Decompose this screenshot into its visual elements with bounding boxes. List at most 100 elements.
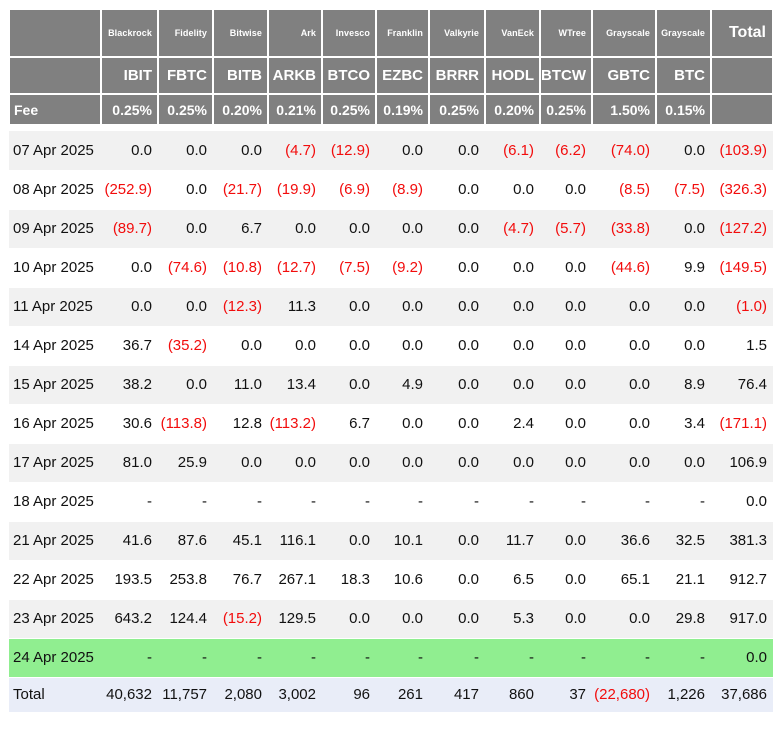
column-total-cell: 37 bbox=[540, 677, 592, 712]
grand-total-cell: 37,686 bbox=[711, 677, 773, 712]
ticker-header: FBTC bbox=[157, 56, 214, 95]
flow-value-cell: 0.0 bbox=[540, 170, 592, 210]
provider-header: Grayscale bbox=[655, 8, 712, 58]
flow-value-cell: 0.0 bbox=[592, 365, 656, 405]
provider-header: Grayscale bbox=[591, 8, 657, 58]
flow-value-cell: 0.0 bbox=[322, 599, 376, 639]
flow-value-cell: 0.0 bbox=[429, 170, 485, 210]
flow-value-cell: 0.0 bbox=[101, 131, 158, 171]
date-cell: 14 Apr 2025 bbox=[9, 326, 101, 366]
flow-value-cell: (44.6) bbox=[592, 248, 656, 288]
flow-value-cell: - bbox=[429, 482, 485, 522]
flow-value-cell: - bbox=[213, 638, 268, 678]
table-row: 16 Apr 2025 30.6 (113.8) 12.8 (113.2) 6.7 0.0 0… bbox=[9, 404, 773, 444]
row-total-cell: (171.1) bbox=[711, 404, 773, 444]
ticker-header: BTC bbox=[655, 56, 712, 95]
flow-value-cell: (7.5) bbox=[322, 248, 376, 288]
flow-value-cell: (113.8) bbox=[158, 404, 213, 444]
flow-value-cell: - bbox=[656, 482, 711, 522]
blank-header-cell bbox=[710, 93, 774, 126]
flow-value-cell: 0.0 bbox=[592, 599, 656, 639]
fee-value: 0.25% bbox=[321, 93, 377, 126]
flow-value-cell: 0.0 bbox=[592, 443, 656, 483]
flow-value-cell: - bbox=[540, 482, 592, 522]
date-cell: 17 Apr 2025 bbox=[9, 443, 101, 483]
flow-value-cell: 124.4 bbox=[158, 599, 213, 639]
table-row: 07 Apr 2025 0.0 0.0 0.0 (4.7) (12.9) 0.0 0.0 (6.… bbox=[9, 131, 773, 171]
flow-value-cell: (9.2) bbox=[376, 248, 429, 288]
flow-value-cell: (252.9) bbox=[101, 170, 158, 210]
flow-value-cell: (89.7) bbox=[101, 209, 158, 249]
flow-value-cell: (6.2) bbox=[540, 131, 592, 171]
flow-value-cell: 0.0 bbox=[376, 287, 429, 327]
flow-value-cell: 0.0 bbox=[322, 521, 376, 561]
table-row: 14 Apr 2025 36.7 (35.2) 0.0 0.0 0.0 0.0 0.0 0.0 0… bbox=[9, 326, 773, 366]
column-total-cell: 3,002 bbox=[268, 677, 322, 712]
provider-header: Franklin bbox=[375, 8, 430, 58]
flow-value-cell: 0.0 bbox=[376, 404, 429, 444]
flow-value-cell: 6.7 bbox=[322, 404, 376, 444]
flow-value-cell: 0.0 bbox=[540, 560, 592, 600]
flow-value-cell: 0.0 bbox=[592, 404, 656, 444]
flow-value-cell: 0.0 bbox=[376, 599, 429, 639]
flow-value-cell: - bbox=[376, 482, 429, 522]
flow-value-cell: 193.5 bbox=[101, 560, 158, 600]
fee-value: 0.25% bbox=[539, 93, 593, 126]
flow-value-cell: 0.0 bbox=[429, 287, 485, 327]
provider-header: Valkyrie bbox=[428, 8, 486, 58]
flow-value-cell: 0.0 bbox=[429, 326, 485, 366]
table-body: 07 Apr 2025 0.0 0.0 0.0 (4.7) (12.9) 0.0 0.0 (6.… bbox=[9, 125, 773, 712]
flow-value-cell: 6.5 bbox=[485, 560, 540, 600]
flow-value-cell: 0.0 bbox=[540, 404, 592, 444]
flow-value-cell: - bbox=[485, 482, 540, 522]
ticker-header: IBIT bbox=[100, 56, 159, 95]
date-cell: 09 Apr 2025 bbox=[9, 209, 101, 249]
flow-value-cell: - bbox=[101, 482, 158, 522]
flow-value-cell: 0.0 bbox=[322, 365, 376, 405]
date-cell: 10 Apr 2025 bbox=[9, 248, 101, 288]
flow-value-cell: - bbox=[213, 482, 268, 522]
flow-value-cell: 0.0 bbox=[429, 560, 485, 600]
flow-value-cell: 0.0 bbox=[429, 404, 485, 444]
flow-value-cell: 2.4 bbox=[485, 404, 540, 444]
flow-value-cell: (12.3) bbox=[213, 287, 268, 327]
provider-header-row: Blackrock Fidelity Bitwise Ark Invesco Frankl… bbox=[8, 8, 774, 58]
column-total-cell: 2,080 bbox=[213, 677, 268, 712]
column-total-cell: 96 bbox=[322, 677, 376, 712]
flow-value-cell: 0.0 bbox=[322, 443, 376, 483]
flow-value-cell: 0.0 bbox=[322, 326, 376, 366]
flow-value-cell: - bbox=[485, 638, 540, 678]
column-total-cell: 261 bbox=[376, 677, 429, 712]
flow-value-cell: - bbox=[268, 482, 322, 522]
flow-value-cell: 0.0 bbox=[540, 599, 592, 639]
column-total-cell: 1,226 bbox=[656, 677, 711, 712]
etf-flow-page: Blackrock Fidelity Bitwise Ark Invesco Frankl… bbox=[8, 8, 774, 712]
total-row-label: Total bbox=[9, 677, 101, 712]
flow-value-cell: 18.3 bbox=[322, 560, 376, 600]
provider-header: Invesco bbox=[321, 8, 377, 58]
flow-value-cell: 65.1 bbox=[592, 560, 656, 600]
flow-value-cell: 0.0 bbox=[101, 287, 158, 327]
flow-value-cell: 0.0 bbox=[429, 131, 485, 171]
flow-value-cell: 0.0 bbox=[485, 170, 540, 210]
table-row: 17 Apr 2025 81.0 25.9 0.0 0.0 0.0 0.0 0.0 0.0 0.0… bbox=[9, 443, 773, 483]
flow-value-cell: - bbox=[158, 482, 213, 522]
provider-header: Fidelity bbox=[157, 8, 214, 58]
flow-value-cell: 8.9 bbox=[656, 365, 711, 405]
table-header: Blackrock Fidelity Bitwise Ark Invesco Frankl… bbox=[8, 8, 774, 126]
flow-value-cell: 0.0 bbox=[268, 326, 322, 366]
flow-value-cell: 0.0 bbox=[268, 443, 322, 483]
flow-value-cell: 0.0 bbox=[540, 443, 592, 483]
date-cell: 16 Apr 2025 bbox=[9, 404, 101, 444]
flow-value-cell: (4.7) bbox=[485, 209, 540, 249]
flow-value-cell: - bbox=[322, 638, 376, 678]
flow-value-cell: (33.8) bbox=[592, 209, 656, 249]
flow-value-cell: 0.0 bbox=[213, 443, 268, 483]
fee-value: 0.15% bbox=[655, 93, 712, 126]
flow-value-cell: 13.4 bbox=[268, 365, 322, 405]
fee-value: 0.25% bbox=[100, 93, 159, 126]
ticker-header: BITB bbox=[212, 56, 269, 95]
flow-value-cell: - bbox=[376, 638, 429, 678]
flow-value-cell: 0.0 bbox=[592, 326, 656, 366]
ticker-header: ARKB bbox=[267, 56, 323, 95]
